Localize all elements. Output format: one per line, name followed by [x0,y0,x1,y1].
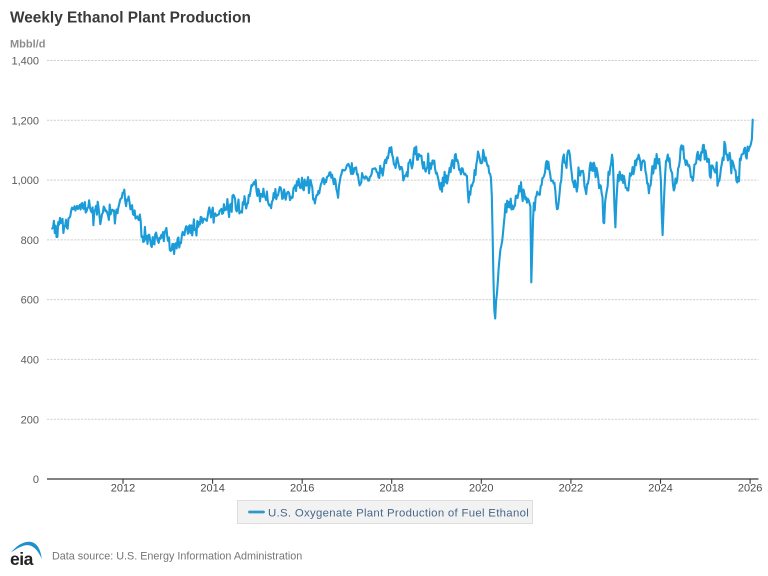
svg-text:2026: 2026 [738,483,762,495]
svg-text:800: 800 [21,235,39,247]
svg-text:0: 0 [33,474,39,486]
svg-text:1,000: 1,000 [11,175,39,187]
svg-text:2024: 2024 [648,483,672,495]
svg-text:2016: 2016 [290,483,314,495]
svg-text:Weekly Ethanol Plant Productio: Weekly Ethanol Plant Production [10,10,251,27]
svg-text:eia: eia [10,549,34,569]
svg-text:200: 200 [21,414,39,426]
svg-text:1,400: 1,400 [11,56,39,68]
svg-text:2012: 2012 [111,483,135,495]
svg-text:1,200: 1,200 [11,115,39,127]
svg-text:2020: 2020 [469,483,493,495]
svg-text:2022: 2022 [559,483,583,495]
svg-text:400: 400 [21,355,39,367]
svg-text:U.S. Oxygenate Plant Productio: U.S. Oxygenate Plant Production of Fuel … [268,507,529,519]
svg-text:2014: 2014 [200,483,224,495]
svg-text:Mbbl/d: Mbbl/d [10,39,45,51]
svg-text:Data source: U.S. Energy Infor: Data source: U.S. Energy Information Adm… [52,550,302,562]
svg-text:2018: 2018 [379,483,403,495]
svg-text:600: 600 [21,295,39,307]
